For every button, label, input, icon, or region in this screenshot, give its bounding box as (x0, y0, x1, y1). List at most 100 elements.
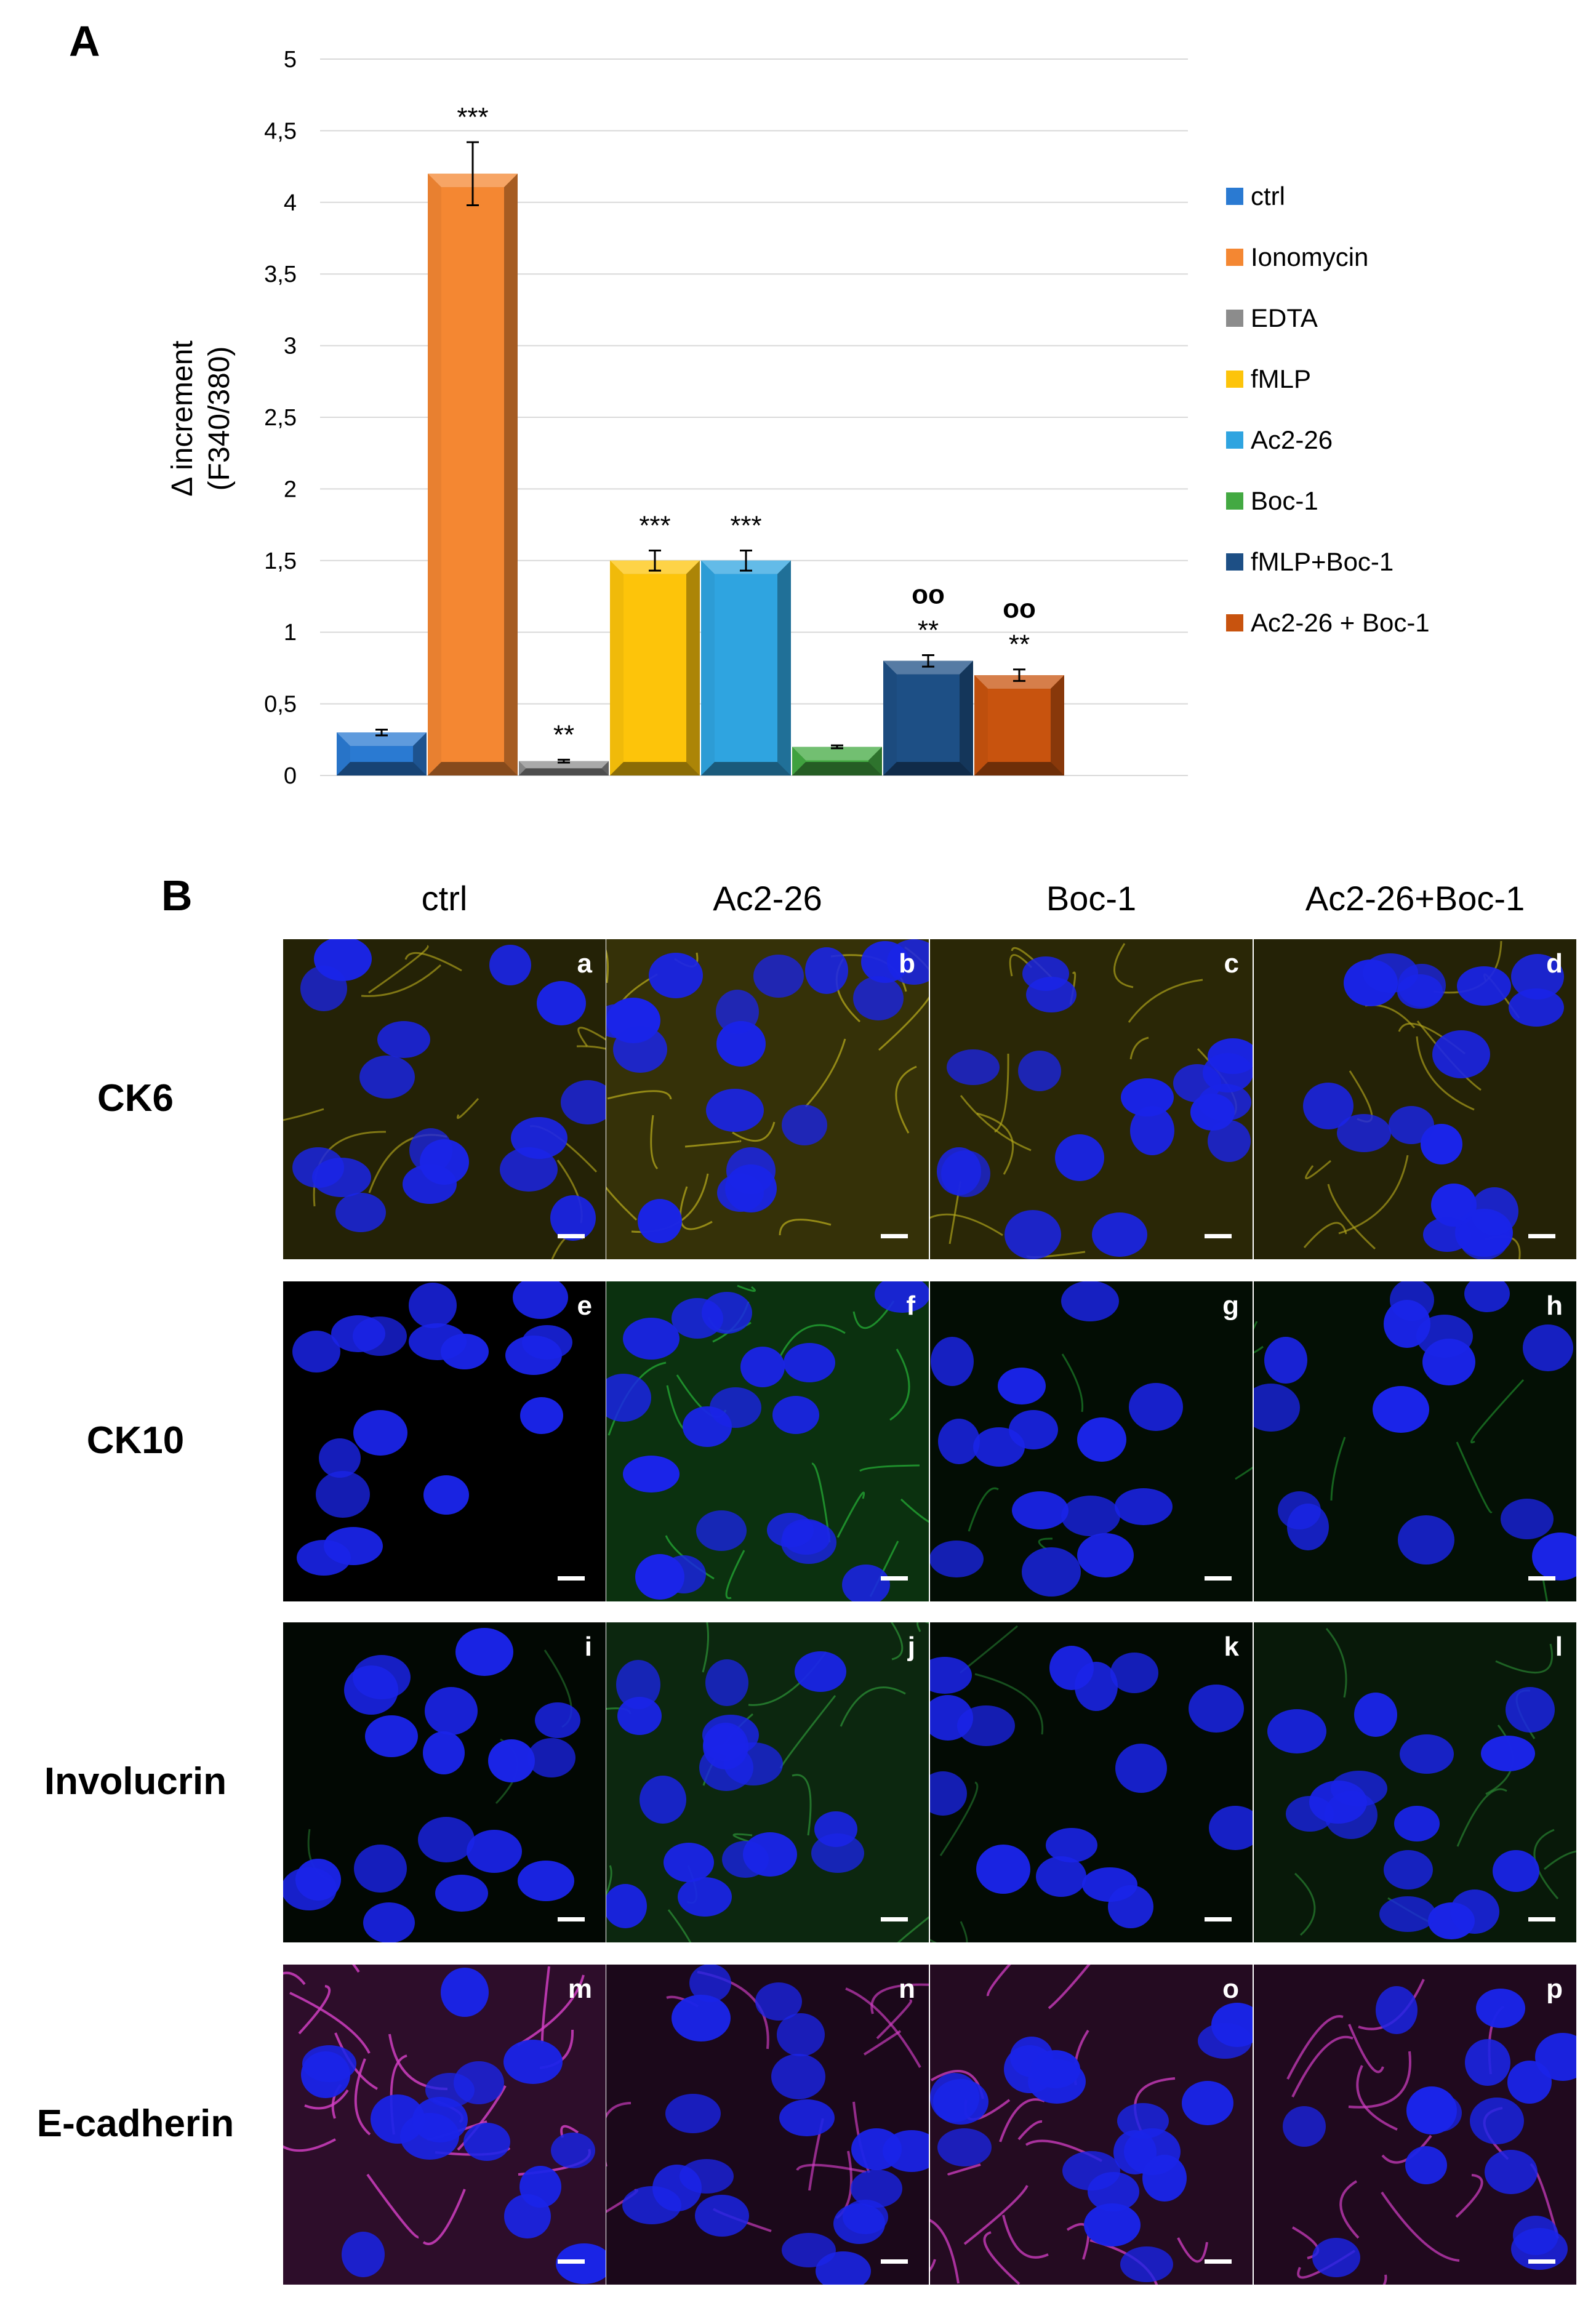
micrograph-tile: o (930, 1965, 1253, 2285)
column-header: Ac2-26 (713, 879, 822, 918)
legend-label: fMLP+Boc-1 (1251, 547, 1393, 576)
micrograph-image (930, 939, 1253, 1259)
bar-chart: 00,511,522,533,544,55 ******** *****oo**o… (166, 47, 1430, 789)
legend-label: Ionomycin (1251, 242, 1368, 271)
micrograph-image (283, 939, 606, 1259)
tile-letter: k (1224, 1632, 1239, 1662)
tile-letter: h (1546, 1291, 1563, 1321)
micrograph-image (930, 1965, 1253, 2285)
error-bar (649, 550, 661, 572)
micrograph-tile: m (283, 1965, 606, 2285)
scale-bar (558, 1917, 585, 1921)
significance-stars: *** (457, 102, 488, 132)
error-bar (740, 550, 752, 572)
tile-letter: a (577, 948, 592, 979)
scale-bar (881, 1576, 908, 1581)
y-tick-label: 0,5 (264, 692, 297, 718)
error-bar (831, 744, 843, 750)
micrograph-image (606, 1281, 929, 1601)
micrograph-image (930, 1281, 1253, 1601)
column-header: ctrl (421, 879, 468, 918)
bar (428, 174, 518, 775)
legend-swatch (1226, 614, 1243, 631)
scale-bar (1528, 1917, 1555, 1921)
y-tick-label: 1,5 (264, 548, 297, 574)
significance-oo: oo (912, 579, 945, 609)
scale-bar (1528, 2259, 1555, 2264)
scale-bar (881, 2259, 908, 2264)
error-bar (375, 729, 388, 737)
legend-swatch (1226, 492, 1243, 510)
micrograph-tile: j (606, 1622, 929, 1942)
scale-bar (1205, 1917, 1232, 1921)
legend-item: fMLP (1226, 364, 1311, 393)
legend-item: Ac2-26 + Boc-1 (1226, 608, 1430, 637)
micrograph-image (283, 1622, 606, 1942)
micrograph-image (1254, 1622, 1576, 1942)
micrograph-image (930, 1622, 1253, 1942)
legend: ctrl Ionomycin EDTA fMLP Ac2-26 Boc-1 fMLP+Boc… (1226, 182, 1430, 637)
legend-swatch (1226, 310, 1243, 327)
tile-letter: l (1555, 1632, 1563, 1662)
y-axis-ticks: 0 0,5 1 1,5 2 2,5 3 3,5 4 4,5 5 (264, 47, 297, 789)
tile-letter: d (1546, 948, 1563, 979)
scale-bar (1528, 1576, 1555, 1581)
scale-bar (558, 1576, 585, 1581)
micrograph-tile: f (606, 1281, 929, 1601)
error-bar (922, 654, 934, 668)
significance-stars: *** (639, 511, 670, 541)
error-bar (467, 141, 479, 206)
significance-stars: ** (1009, 630, 1030, 660)
micrograph-tile: i (283, 1622, 606, 1942)
micrograph-tile: g (930, 1281, 1253, 1601)
tile-letter: o (1222, 1974, 1239, 2004)
row-label: CK10 (86, 1419, 185, 1462)
micrograph-tile: l (1254, 1622, 1576, 1942)
tile-letter: g (1222, 1291, 1239, 1321)
y-tick-label: 4 (284, 190, 297, 216)
micrograph-image (606, 1965, 929, 2285)
y-tick-label: 4,5 (264, 118, 297, 144)
y-tick-label: 0 (284, 763, 297, 789)
y-axis-label: Δ increment (F340/380) (166, 340, 236, 497)
y-axis-label-line: (F340/380) (203, 347, 236, 491)
row-label: Involucrin (44, 1760, 227, 1803)
micrograph-tile: k (930, 1622, 1253, 1942)
legend-swatch (1226, 371, 1243, 388)
micrograph-tile: d (1254, 939, 1576, 1259)
scale-bar (881, 1917, 908, 1921)
y-tick-label: 2 (284, 476, 297, 502)
tile-letter: n (899, 1974, 915, 2004)
y-tick-label: 3,5 (264, 262, 297, 287)
micrograph-tile: h (1254, 1281, 1576, 1601)
micrograph-image (1254, 1281, 1576, 1601)
tile-letter: j (907, 1632, 915, 1662)
micrograph-image (1254, 1965, 1576, 2285)
micrograph-image (606, 939, 929, 1259)
legend-item: EDTA (1226, 303, 1318, 332)
row-label: E-cadherin (36, 2102, 235, 2145)
legend-swatch (1226, 553, 1243, 571)
legend-swatch (1226, 431, 1243, 449)
panel-a-letter: A (69, 17, 100, 65)
scale-bar (558, 1234, 585, 1238)
legend-item: ctrl (1226, 182, 1285, 210)
scale-bar (1205, 1576, 1232, 1581)
legend-swatch (1226, 249, 1243, 266)
significance-stars: *** (730, 511, 761, 541)
bar (883, 660, 973, 775)
scale-bar (1205, 1234, 1232, 1238)
tile-letter: b (899, 948, 915, 979)
legend-swatch (1226, 188, 1243, 205)
scale-bar (1528, 1234, 1555, 1238)
significance-oo: oo (1003, 594, 1036, 624)
scale-bar (1205, 2259, 1232, 2264)
legend-label: Ac2-26 + Boc-1 (1251, 608, 1430, 637)
significance-stars: ** (553, 719, 574, 750)
significance-stars: ** (918, 615, 939, 645)
bar (519, 761, 609, 775)
bar (701, 560, 791, 775)
legend-label: EDTA (1251, 303, 1318, 332)
micrograph-image (606, 1622, 929, 1942)
tile-letter: e (577, 1291, 592, 1321)
